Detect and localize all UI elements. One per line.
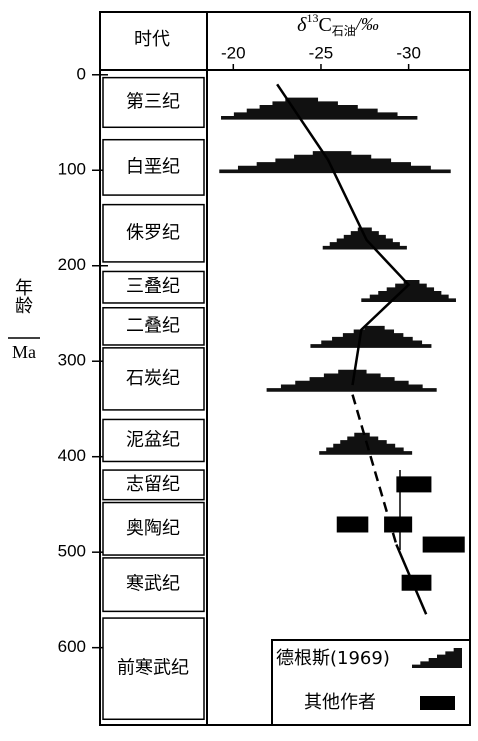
x-label-symbol: δ [297,14,307,36]
trend-line [276,83,411,386]
period-box [102,469,205,501]
x-tick-label: -20 [221,43,246,62]
period-label: 侏罗纪 [126,222,180,243]
period-box [102,617,205,721]
period-box [102,270,205,304]
legend-icon [420,696,455,710]
distribution [361,280,456,303]
bar [396,476,432,493]
x-label-sup: 13 [306,11,318,25]
y-tick-label: 600 [58,637,86,656]
period-header: 时代 [134,29,170,50]
distribution [266,369,437,392]
period-label: 第三纪 [126,91,180,112]
x-label-unit: /‰ [355,14,379,34]
x-label-main: C [318,14,331,36]
period-box [102,557,205,613]
period-box [102,76,205,129]
period-label: 三叠纪 [126,276,180,297]
bar [401,574,432,591]
x-tick-label: -30 [396,43,421,62]
legend-box [271,639,471,726]
bar [336,516,369,533]
distribution [221,97,418,120]
period-label: 泥盆纪 [126,429,180,450]
bar [422,536,465,553]
x-label-sub: 石油 [332,24,356,38]
distribution [310,325,432,348]
period-box [102,138,205,196]
period-label: 白垩纪 [126,156,180,177]
legend-icon [412,648,462,668]
y-axis-unit: Ma [12,342,36,362]
x-tick-label: -25 [309,43,334,62]
period-box [102,203,205,263]
y-tick-label: 100 [58,160,86,179]
y-tick-label: 400 [58,446,86,465]
legend-label: 其他作者 [304,692,376,713]
period-label: 奥陶纪 [126,518,180,539]
period-box [102,306,205,346]
bar [384,516,413,533]
period-box [102,418,205,463]
period-box [102,501,205,556]
period-label: 二叠纪 [126,315,180,336]
y-tick-label: 200 [58,255,86,274]
period-label: 石炭纪 [126,368,180,389]
y-tick-label: 0 [77,64,86,83]
period-label: 志留纪 [126,474,180,495]
y-tick-label: 500 [58,542,86,561]
y-axis-label: 年龄 [12,278,33,314]
distribution [219,151,451,174]
period-label: 前寒武纪 [117,658,189,679]
period-box [102,347,205,411]
y-tick-label: 300 [58,351,86,370]
x-axis-label: δ13C石油/‰ [297,11,379,38]
legend-label: 德根斯(1969) [276,648,390,669]
period-label: 寒武纪 [126,574,180,595]
